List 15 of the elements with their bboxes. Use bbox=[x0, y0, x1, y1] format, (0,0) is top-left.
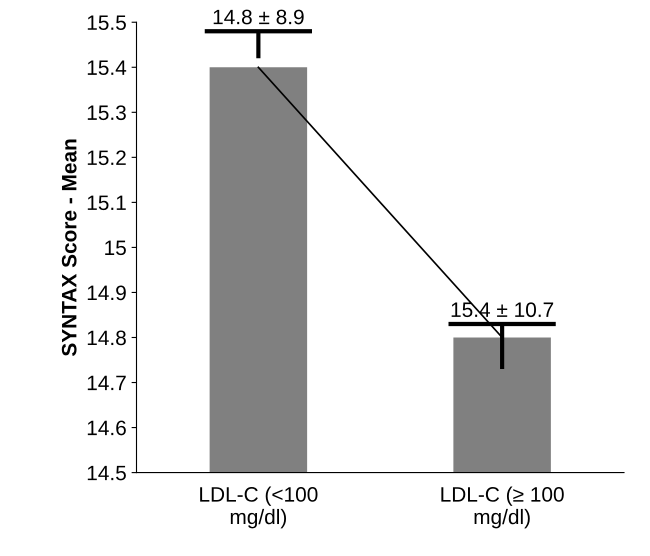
y-axis-title: SYNTAX Score - Mean bbox=[62, 139, 77, 356]
y-tick-label: 15.2 bbox=[88, 150, 126, 166]
y-tick-label: 15.1 bbox=[88, 196, 126, 210]
y-tick-label: 15.3 bbox=[88, 105, 126, 120]
y-tick-label: 15.4 bbox=[88, 60, 126, 76]
y-tick-label: 15.5 bbox=[88, 15, 126, 30]
y-tick-label: 14.5 bbox=[88, 466, 126, 480]
y-tick-label: 14.9 bbox=[88, 285, 126, 300]
y-tick-label: 14.7 bbox=[88, 376, 126, 390]
annotation: 14.8 ± 8.9 bbox=[214, 10, 304, 24]
x-tick-label: LDL-C (≥ 100 mg/dl) bbox=[441, 486, 564, 528]
y-tick-label: 14.6 bbox=[88, 420, 126, 436]
y-tick-label: 14.8 bbox=[88, 330, 126, 346]
x-tick-label: LDL-C (<100 mg/dl) bbox=[200, 486, 318, 528]
y-tick-label: 15 bbox=[105, 240, 126, 256]
